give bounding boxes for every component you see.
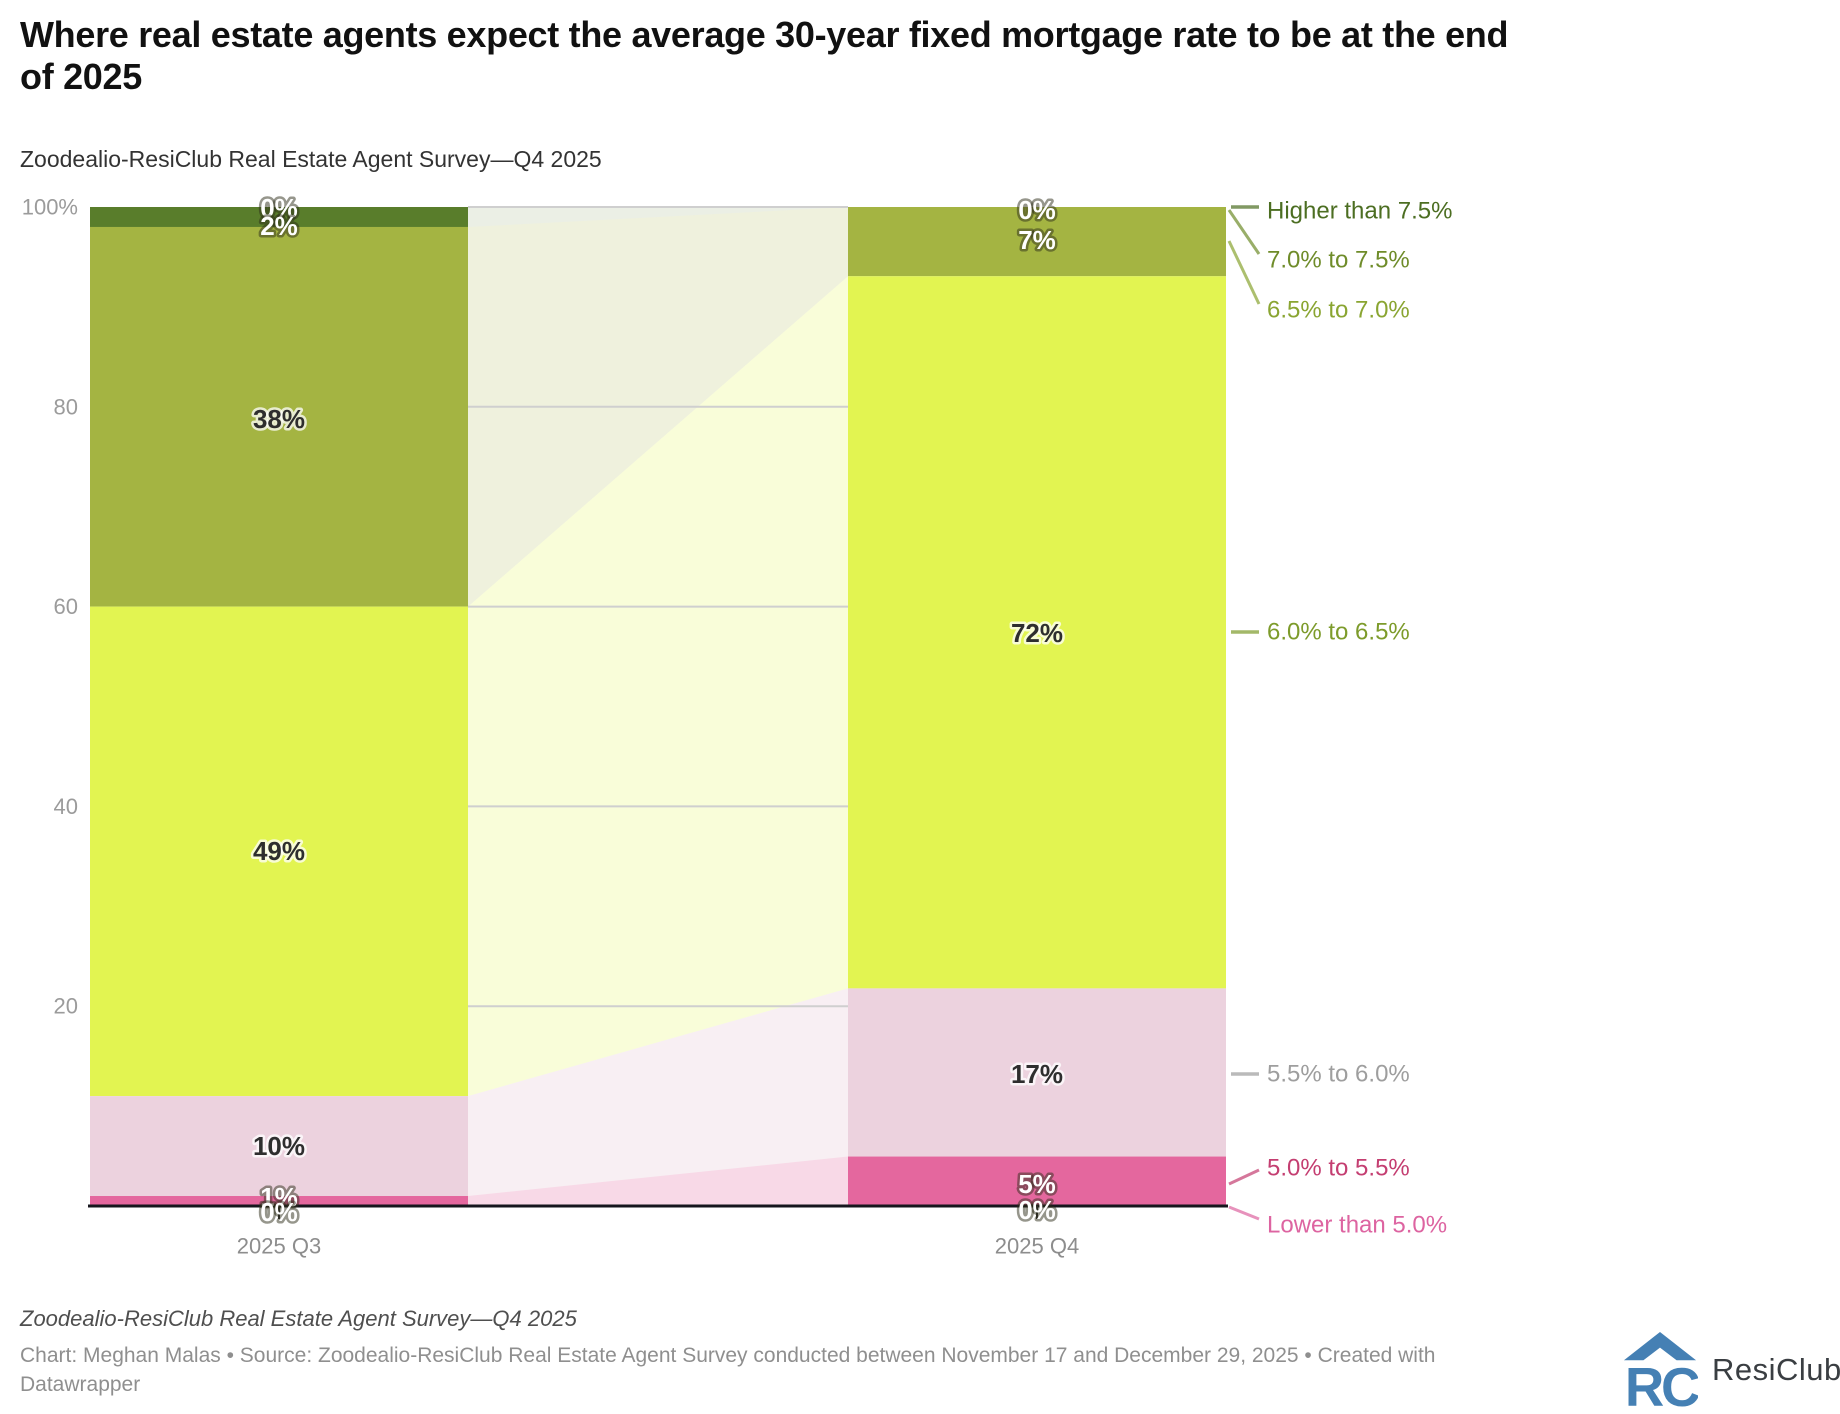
value-label: 49% xyxy=(253,836,305,866)
flow-segment xyxy=(468,1156,848,1206)
svg-text:R: R xyxy=(1625,1357,1664,1410)
resiclub-logo-text: ResiClub xyxy=(1712,1352,1840,1387)
bar-segment[interactable] xyxy=(848,276,1226,989)
bar-segment[interactable] xyxy=(90,606,468,1097)
legend-label: Higher than 7.5% xyxy=(1267,198,1452,225)
bar-segment[interactable] xyxy=(848,1156,1226,1206)
value-label: 5% xyxy=(1018,1169,1056,1199)
value-label: 0% xyxy=(1018,1195,1056,1225)
bar-segment[interactable] xyxy=(90,226,468,607)
value-label: 0% xyxy=(1018,195,1056,225)
value-label: 17% xyxy=(1011,1059,1063,1089)
resiclub-logo-icon: R C xyxy=(1623,1332,1698,1410)
svg-text:C: C xyxy=(1661,1357,1698,1410)
bar-segment[interactable] xyxy=(90,207,468,227)
y-axis-label: 100% xyxy=(22,195,78,220)
y-axis-label: 20 xyxy=(54,994,78,1019)
value-label: 7% xyxy=(1018,225,1056,255)
footer-credits-line2: Datawrapper xyxy=(20,1373,141,1396)
chart-title-line2: of 2025 xyxy=(20,56,142,98)
legend-label: 5.0% to 5.5% xyxy=(1267,1155,1410,1182)
chart-subtitle: Zoodealio-ResiClub Real Estate Agent Sur… xyxy=(20,146,602,172)
footer-credits-line1: Chart: Meghan Malas • Source: Zoodealio-… xyxy=(20,1344,1436,1367)
value-label: 38% xyxy=(253,404,305,434)
legend-leader-line xyxy=(1227,240,1261,305)
y-axis-label: 80 xyxy=(54,394,78,419)
x-axis-label: 2025 Q4 xyxy=(995,1234,1079,1259)
value-label: 0% xyxy=(260,1197,298,1227)
y-axis-label: 60 xyxy=(54,594,78,619)
legend-leader-line xyxy=(1227,209,1261,255)
footer-note: Zoodealio-ResiClub Real Estate Agent Sur… xyxy=(20,1306,577,1331)
x-axis-label: 2025 Q3 xyxy=(237,1234,321,1259)
bar-segment[interactable] xyxy=(90,1196,468,1206)
legend-label: 6.5% to 7.0% xyxy=(1267,297,1410,324)
legend-label: 6.0% to 6.5% xyxy=(1267,619,1410,646)
bar-segment[interactable] xyxy=(90,1096,468,1197)
bar-segment[interactable] xyxy=(848,988,1226,1157)
legend-label: Lower than 5.0% xyxy=(1267,1212,1447,1239)
legend-label: 7.0% to 7.5% xyxy=(1267,247,1410,274)
bar-segment[interactable] xyxy=(848,207,1226,277)
value-label: 10% xyxy=(253,1131,305,1161)
flow-segment xyxy=(468,988,848,1197)
flow-segment xyxy=(468,207,848,227)
legend-leader-line xyxy=(1228,1205,1260,1221)
chart-title: Where real estate agents expect the aver… xyxy=(20,14,1580,99)
value-label: 1% xyxy=(260,1182,298,1212)
legend-label: 5.5% to 6.0% xyxy=(1267,1061,1410,1088)
value-label: 0% xyxy=(260,193,298,223)
flow-segment xyxy=(468,276,848,1097)
legend-leader-line xyxy=(1228,1168,1260,1186)
value-label: 72% xyxy=(1011,618,1063,648)
resiclub-logo: R C ResiClub xyxy=(1622,1330,1840,1410)
value-label: 2% xyxy=(260,211,298,241)
footer-credits: Chart: Meghan Malas • Source: Zoodealio-… xyxy=(20,1341,1580,1399)
chart-title-line1: Where real estate agents expect the aver… xyxy=(20,14,1509,55)
y-axis-label: 40 xyxy=(54,794,78,819)
